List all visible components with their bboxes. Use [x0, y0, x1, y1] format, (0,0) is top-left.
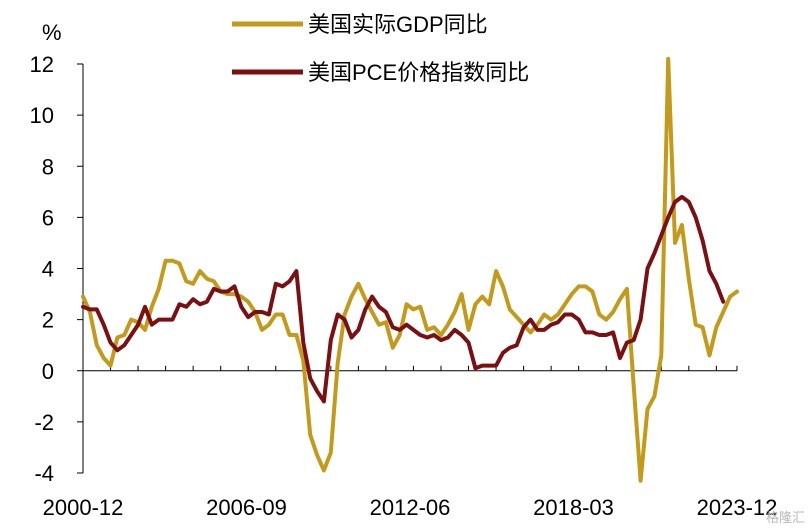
y-tick-label: 6 [42, 205, 54, 230]
x-tick-label: 2006-09 [206, 495, 287, 520]
y-tick-label: 2 [42, 308, 54, 333]
y-tick-label: 12 [30, 52, 54, 77]
y-tick-label: 0 [42, 359, 54, 384]
x-tick-label: 2023-12 [697, 495, 778, 520]
y-axis-unit-label: % [42, 20, 62, 45]
legend-label: 美国PCE价格指数同比 [308, 60, 529, 85]
series-layer [81, 56, 739, 483]
x-tick-label: 2018-03 [533, 495, 614, 520]
y-axis: -4 -2 0 2 4 6 8 10 12 [30, 52, 84, 486]
y-tick-label: -4 [34, 461, 54, 486]
series-line-pce [81, 194, 726, 404]
y-tick-label: -2 [34, 410, 54, 435]
legend-label: 美国实际GDP同比 [308, 12, 488, 37]
x-tick-label: 2000-12 [43, 495, 124, 520]
watermark-text: 格隆汇 [765, 511, 805, 526]
x-tick-label: 2012-06 [370, 495, 451, 520]
y-tick-label: 8 [42, 154, 54, 179]
y-tick-label: 4 [42, 257, 54, 282]
y-tick-label: 10 [30, 103, 54, 128]
series-line-gdp [81, 56, 739, 483]
x-axis: 2000-12 2006-09 2012-06 2018-03 2023-12 [43, 365, 778, 520]
